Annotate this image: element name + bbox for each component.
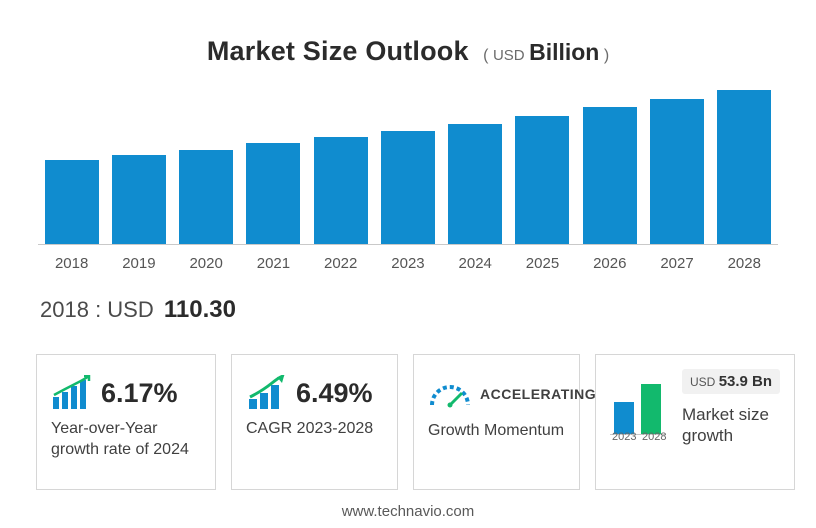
- x-label: 2026: [593, 255, 626, 272]
- x-label: 2025: [526, 255, 559, 272]
- card-yoy-sub: Year-over-Year growth rate of 2024: [51, 419, 201, 461]
- bar: [112, 155, 166, 244]
- highlight-year: 2018: [40, 297, 89, 322]
- x-label: 2027: [660, 255, 693, 272]
- card-momentum-header: ACCELERATING: [428, 379, 565, 409]
- x-label: 2024: [459, 255, 492, 272]
- card-momentum-sub: Growth Momentum: [428, 421, 565, 442]
- highlight-value: 2018 : USD 110.30: [40, 296, 816, 324]
- title-unit: ( USD Billion ): [483, 47, 609, 64]
- growth-arrow-icon: [246, 375, 288, 411]
- card-momentum: ACCELERATING Growth Momentum: [413, 354, 580, 490]
- x-label: 2028: [728, 255, 761, 272]
- highlight-sep: :: [89, 297, 107, 322]
- card-cagr-header: 6.49%: [246, 375, 383, 411]
- bar: [246, 143, 300, 244]
- card-cagr-sub: CAGR 2023-2028: [246, 419, 383, 440]
- bar-chart: [38, 85, 778, 245]
- title-currency: USD: [493, 47, 525, 64]
- x-axis-labels: 2018 2019 2020 2021 2022 2023 2024 2025 2026 2027…: [38, 255, 778, 272]
- bar: [583, 107, 637, 244]
- bar-group: [38, 85, 778, 244]
- title-billion: Billion: [529, 39, 599, 65]
- mini-bar-2023: [614, 402, 634, 434]
- gauge-icon: [428, 379, 472, 409]
- growth-badge: USD 53.9 Bn: [682, 369, 780, 394]
- card-momentum-label: ACCELERATING: [480, 386, 596, 402]
- title-row: Market Size Outlook ( USD Billion ): [0, 0, 816, 79]
- card-yoy: 6.17% Year-over-Year growth rate of 2024: [36, 354, 216, 490]
- mini-label-2: 2028: [642, 431, 666, 443]
- bar: [717, 90, 771, 244]
- x-label: 2020: [189, 255, 222, 272]
- card-growth-right: USD 53.9 Bn Market size growth: [682, 369, 784, 447]
- chart-title: Market Size Outlook: [207, 36, 469, 66]
- x-label: 2022: [324, 255, 357, 272]
- highlight-ccy: USD: [107, 297, 153, 322]
- highlight-number: 110.30: [164, 296, 236, 323]
- x-label: 2019: [122, 255, 155, 272]
- bar: [515, 116, 569, 244]
- bar: [448, 124, 502, 244]
- x-label: 2018: [55, 255, 88, 272]
- x-label: 2023: [391, 255, 424, 272]
- bar: [179, 150, 233, 244]
- bar: [650, 99, 704, 244]
- card-growth-sub: Market size growth: [682, 404, 784, 447]
- mini-chart: 2023 2028: [610, 373, 672, 435]
- growth-badge-ccy: USD: [690, 375, 715, 389]
- bar: [314, 137, 368, 244]
- paren-close: ): [604, 47, 609, 64]
- bar: [45, 160, 99, 244]
- card-growth: 2023 2028 USD 53.9 Bn Market size growth: [595, 354, 795, 490]
- cards-row: 6.17% Year-over-Year growth rate of 2024…: [36, 354, 780, 490]
- growth-badge-val: 53.9 Bn: [719, 373, 772, 390]
- growth-bars-icon: [51, 375, 93, 411]
- paren-open: (: [483, 47, 488, 64]
- bar: [381, 131, 435, 244]
- x-label: 2021: [257, 255, 290, 272]
- card-yoy-header: 6.17%: [51, 375, 201, 411]
- mini-label-1: 2023: [612, 431, 636, 443]
- footer-url: www.technavio.com: [0, 503, 816, 520]
- mini-bars: [610, 381, 666, 435]
- mini-bar-2028: [641, 384, 661, 434]
- card-cagr: 6.49% CAGR 2023-2028: [231, 354, 398, 490]
- card-yoy-value: 6.17%: [101, 378, 178, 409]
- card-cagr-value: 6.49%: [296, 378, 373, 409]
